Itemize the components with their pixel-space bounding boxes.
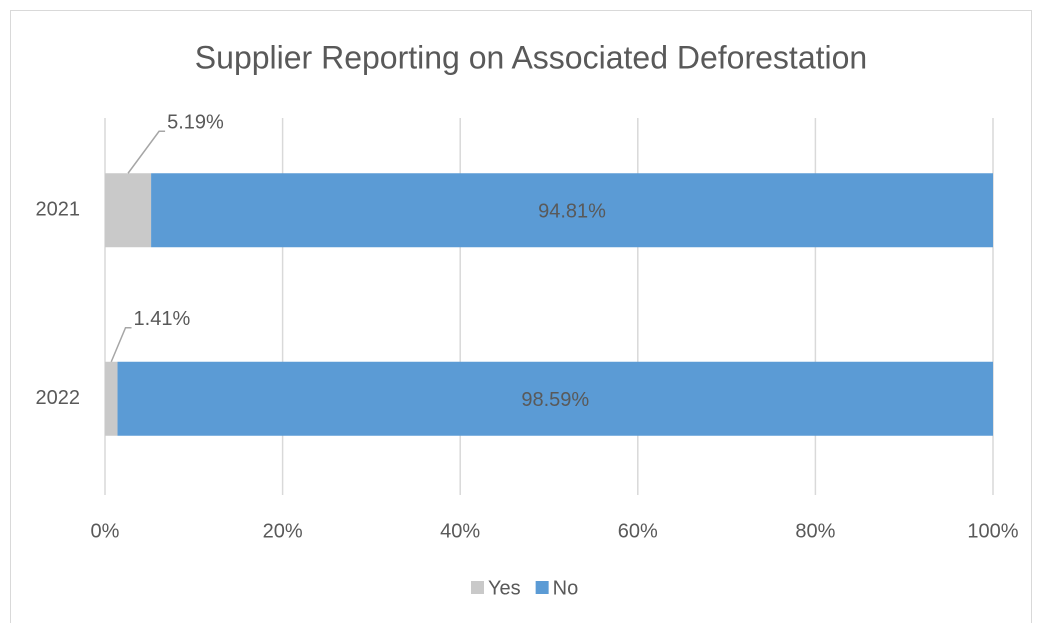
x-tick-label: 80% xyxy=(795,520,835,542)
y-tick-label: 2021 xyxy=(36,199,81,221)
bar-segment xyxy=(105,361,118,436)
leader-line xyxy=(127,130,166,174)
chart-title: Supplier Reporting on Associated Defores… xyxy=(195,39,867,75)
legend-label: No xyxy=(553,577,579,599)
x-tick-label: 20% xyxy=(263,520,303,542)
y-tick-label: 2022 xyxy=(36,387,81,409)
chart-border xyxy=(10,10,1032,623)
data-label: 94.81% xyxy=(538,201,606,223)
bar-segment xyxy=(105,173,152,248)
bar-segment xyxy=(117,361,993,436)
x-tick-label: 0% xyxy=(91,520,120,542)
leader-line xyxy=(110,327,132,363)
legend-label: Yes xyxy=(488,577,521,599)
x-tick-label: 60% xyxy=(618,520,658,542)
data-label: 1.41% xyxy=(134,308,191,330)
data-label: 98.59% xyxy=(521,389,589,411)
legend-swatch xyxy=(471,581,484,594)
x-tick-label: 40% xyxy=(440,520,480,542)
x-tick-label: 100% xyxy=(967,520,1018,542)
legend-swatch xyxy=(535,581,549,594)
data-label: 5.19% xyxy=(167,112,224,134)
bar-segment xyxy=(151,173,993,248)
